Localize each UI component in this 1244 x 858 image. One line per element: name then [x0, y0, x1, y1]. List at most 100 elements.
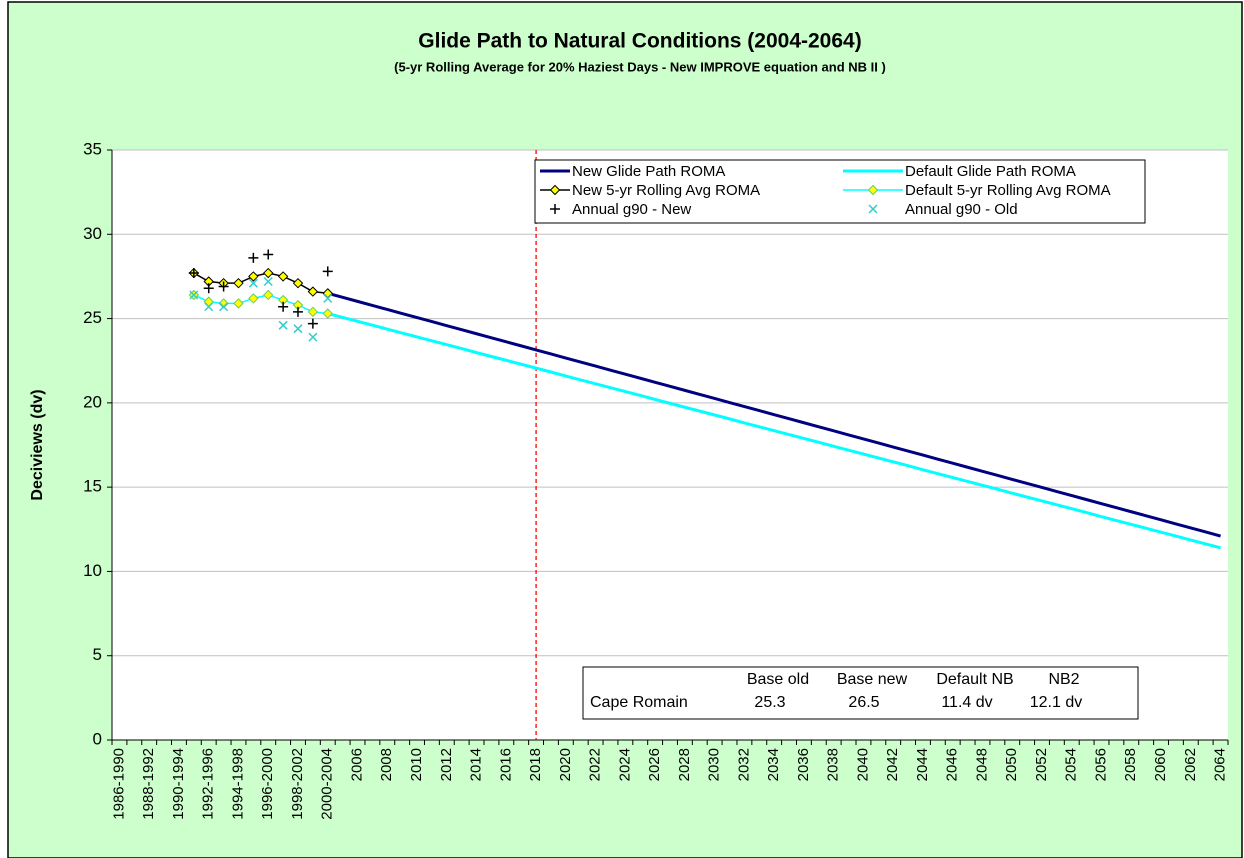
diamond-marker — [549, 184, 561, 196]
x-tick-label: 2006 — [348, 748, 365, 781]
table-cell: 25.3 — [754, 694, 785, 711]
x-tick-label: 1998-2002 — [289, 748, 306, 820]
x-tick-label: 1990-1994 — [170, 748, 187, 820]
diamond-marker — [263, 289, 274, 301]
diamond-marker — [233, 277, 244, 289]
series-line — [193, 294, 328, 315]
x-tick-label: 2018 — [527, 748, 544, 781]
y-tick-label: 30 — [83, 224, 102, 243]
diamond-marker — [277, 271, 289, 282]
x-tick-label: 2054 — [1063, 748, 1080, 781]
table-header: Default NB — [936, 671, 1013, 688]
series-line — [327, 312, 1221, 550]
y-tick-label: 35 — [83, 139, 102, 158]
y-tick-label: 0 — [93, 729, 102, 748]
x-tick-label: 2010 — [408, 748, 425, 781]
x-tick-label: 1996-2000 — [259, 748, 276, 820]
x-tick-label: 2014 — [468, 748, 485, 781]
x-tick-label: 2058 — [1122, 748, 1139, 781]
diamond-marker — [248, 293, 259, 304]
diamond-marker — [218, 298, 229, 309]
x-tick-label: 2060 — [1152, 748, 1169, 781]
x-tick-label: 2020 — [557, 748, 574, 781]
plus-marker — [203, 283, 214, 294]
cross-marker — [263, 276, 273, 287]
x-tick-label: 2048 — [973, 748, 990, 781]
x-tick-label: 2008 — [378, 748, 395, 781]
table-cell: 12.1 dv — [1030, 694, 1082, 711]
y-axis-label: Deciviews (dv) — [29, 389, 46, 500]
plus-marker — [293, 306, 303, 317]
series-line — [193, 272, 328, 295]
x-tick-label: 2032 — [735, 748, 752, 781]
x-tick-label: 2042 — [884, 748, 901, 781]
x-tick-label: 2046 — [944, 748, 961, 781]
diamond-marker — [248, 271, 259, 282]
table-row-label: Cape Romain — [590, 694, 688, 711]
diamond-marker — [233, 298, 244, 309]
legend-label: New Glide Path ROMA — [572, 163, 725, 180]
diamond-marker — [307, 286, 319, 297]
y-tick-label: 5 — [93, 645, 102, 664]
x-tick-label: 2024 — [616, 748, 633, 781]
x-tick-label: 2030 — [706, 748, 723, 781]
table-header: Base new — [837, 671, 908, 688]
plus-marker — [550, 204, 560, 214]
y-tick-label: 10 — [83, 561, 102, 580]
x-tick-label: 2062 — [1182, 748, 1199, 781]
x-tick-label: 2038 — [825, 748, 842, 781]
x-tick-label: 2040 — [854, 748, 871, 781]
y-tick-label: 25 — [83, 308, 102, 327]
legend-label: Default Glide Path ROMA — [905, 163, 1076, 180]
diamond-marker — [322, 308, 333, 319]
x-tick-label: 1992-1996 — [200, 748, 217, 820]
y-tick-label: 20 — [83, 392, 102, 411]
x-tick-label: 2034 — [765, 748, 782, 781]
x-tick-label: 2022 — [587, 748, 604, 781]
series-line — [327, 291, 1221, 538]
diamond-marker — [307, 306, 319, 318]
x-tick-label: 1994-1998 — [229, 748, 246, 820]
table-box — [582, 666, 1139, 720]
x-tick-label: 2052 — [1033, 748, 1050, 781]
table-cell: 26.5 — [848, 694, 879, 711]
cross-marker — [323, 293, 333, 303]
table-header: Base old — [747, 671, 809, 688]
x-tick-label: 2036 — [795, 748, 812, 781]
x-tick-label: 2056 — [1092, 748, 1109, 781]
plus-marker — [278, 301, 289, 312]
cross-marker — [219, 302, 229, 312]
plus-marker — [248, 252, 259, 263]
x-tick-label: 2044 — [914, 748, 931, 781]
plot-area — [112, 150, 1228, 740]
legend-label: Default 5-yr Rolling Avg ROMA — [905, 182, 1111, 199]
x-tick-label: 2016 — [497, 748, 514, 781]
plus-marker — [263, 249, 274, 260]
plus-marker — [188, 268, 199, 279]
diamond-marker — [263, 267, 274, 279]
x-tick-label: 2000-2004 — [319, 748, 336, 820]
legend-label: Annual g90 - New — [572, 201, 691, 218]
legend-label: New 5-yr Rolling Avg ROMA — [572, 182, 760, 199]
chart-subtitle: (5-yr Rolling Average for 20% Haziest Da… — [394, 59, 886, 74]
cross-marker — [204, 302, 214, 312]
x-tick-label: 2028 — [676, 748, 693, 781]
y-tick-label: 15 — [83, 477, 102, 496]
plus-marker — [322, 266, 333, 277]
cross-marker — [868, 204, 878, 214]
plus-marker — [307, 318, 318, 329]
x-tick-label: 2050 — [1003, 748, 1020, 781]
legend-label: Annual g90 - Old — [905, 201, 1018, 218]
x-tick-label: 2064 — [1212, 748, 1229, 781]
x-tick-label: 2012 — [438, 748, 455, 781]
table-header: NB2 — [1048, 671, 1079, 688]
cross-marker — [308, 332, 318, 342]
table-cell: 11.4 dv — [941, 694, 992, 711]
chart-title: Glide Path to Natural Conditions (2004-2… — [418, 30, 861, 53]
cross-marker — [293, 324, 303, 334]
x-tick-label: 2026 — [646, 748, 663, 781]
cross-marker — [248, 278, 258, 288]
diamond-marker — [867, 184, 879, 196]
